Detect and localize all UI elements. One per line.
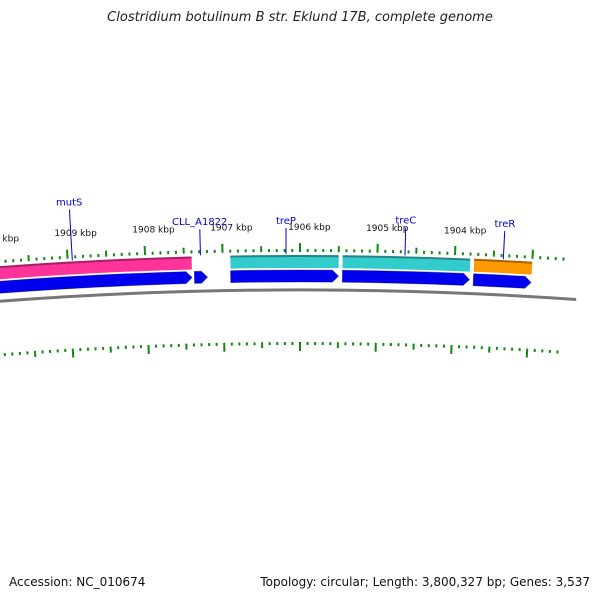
map-title: Clostridium botulinum B str. Eklund 17B,…: [107, 10, 493, 25]
gene-label-leader-5: [502, 231, 506, 260]
backbone-arc: [0, 288, 577, 303]
tick-label-3: 1907 kbp: [210, 224, 253, 234]
inner-tick-30: [71, 348, 75, 358]
accession-text: Accession: NC_010674: [9, 575, 146, 589]
inner-tick-ring: [3, 342, 559, 358]
gene-label-leader-1: [68, 209, 73, 261]
gene-label-leader-4: [404, 227, 407, 256]
gene-feature-edge-1: [0, 256, 192, 269]
gene-label-muts[interactable]: mutS: [56, 198, 82, 209]
tick-labels: 1910 kbp 1909 kbp 1908 kbp 1907 kbp 1906 kbp…: [0, 223, 487, 244]
feature-tracks: [0, 254, 533, 294]
inner-tick-90: [525, 348, 529, 358]
gene-feature-2: [230, 254, 339, 269]
genome-stats-text: Topology: circular; Length: 3,800,327 bp…: [260, 575, 590, 589]
gene-label-cll_a1822[interactable]: CLL_A1822: [172, 217, 227, 228]
gene-feature-edge-3: [342, 255, 471, 261]
tick-label-0: 1910 kbp: [0, 234, 19, 244]
cds-feature-8: [230, 269, 340, 284]
gene-label-leader-2: [199, 229, 201, 256]
tick-label-6: 1904 kbp: [444, 226, 487, 236]
gene-label-trer[interactable]: treR: [494, 219, 515, 230]
scale-tick-90: [531, 249, 534, 259]
tick-label-2: 1908 kbp: [132, 226, 175, 236]
gene-feature-edge-2: [230, 255, 339, 258]
gene-label-trec[interactable]: treC: [395, 215, 416, 226]
cds-feature-7: [193, 270, 209, 284]
gene-feature-4: [473, 258, 533, 275]
scale-ticks: [4, 243, 565, 263]
gene-feature-3: [342, 255, 471, 272]
cds-feature-9: [341, 269, 471, 286]
cds-feature-10: [472, 273, 532, 289]
tick-label-4: 1906 kbp: [288, 223, 331, 233]
scale-tick-30: [66, 249, 69, 259]
gene-feature-edge-4: [474, 258, 533, 264]
gene-label-trep[interactable]: treP: [276, 216, 296, 227]
cds-feature-6: [0, 271, 193, 294]
gene-feature-1: [0, 256, 192, 280]
tick-label-1: 1909 kbp: [54, 229, 97, 239]
tick-label-5: 1905 kbp: [366, 224, 409, 234]
